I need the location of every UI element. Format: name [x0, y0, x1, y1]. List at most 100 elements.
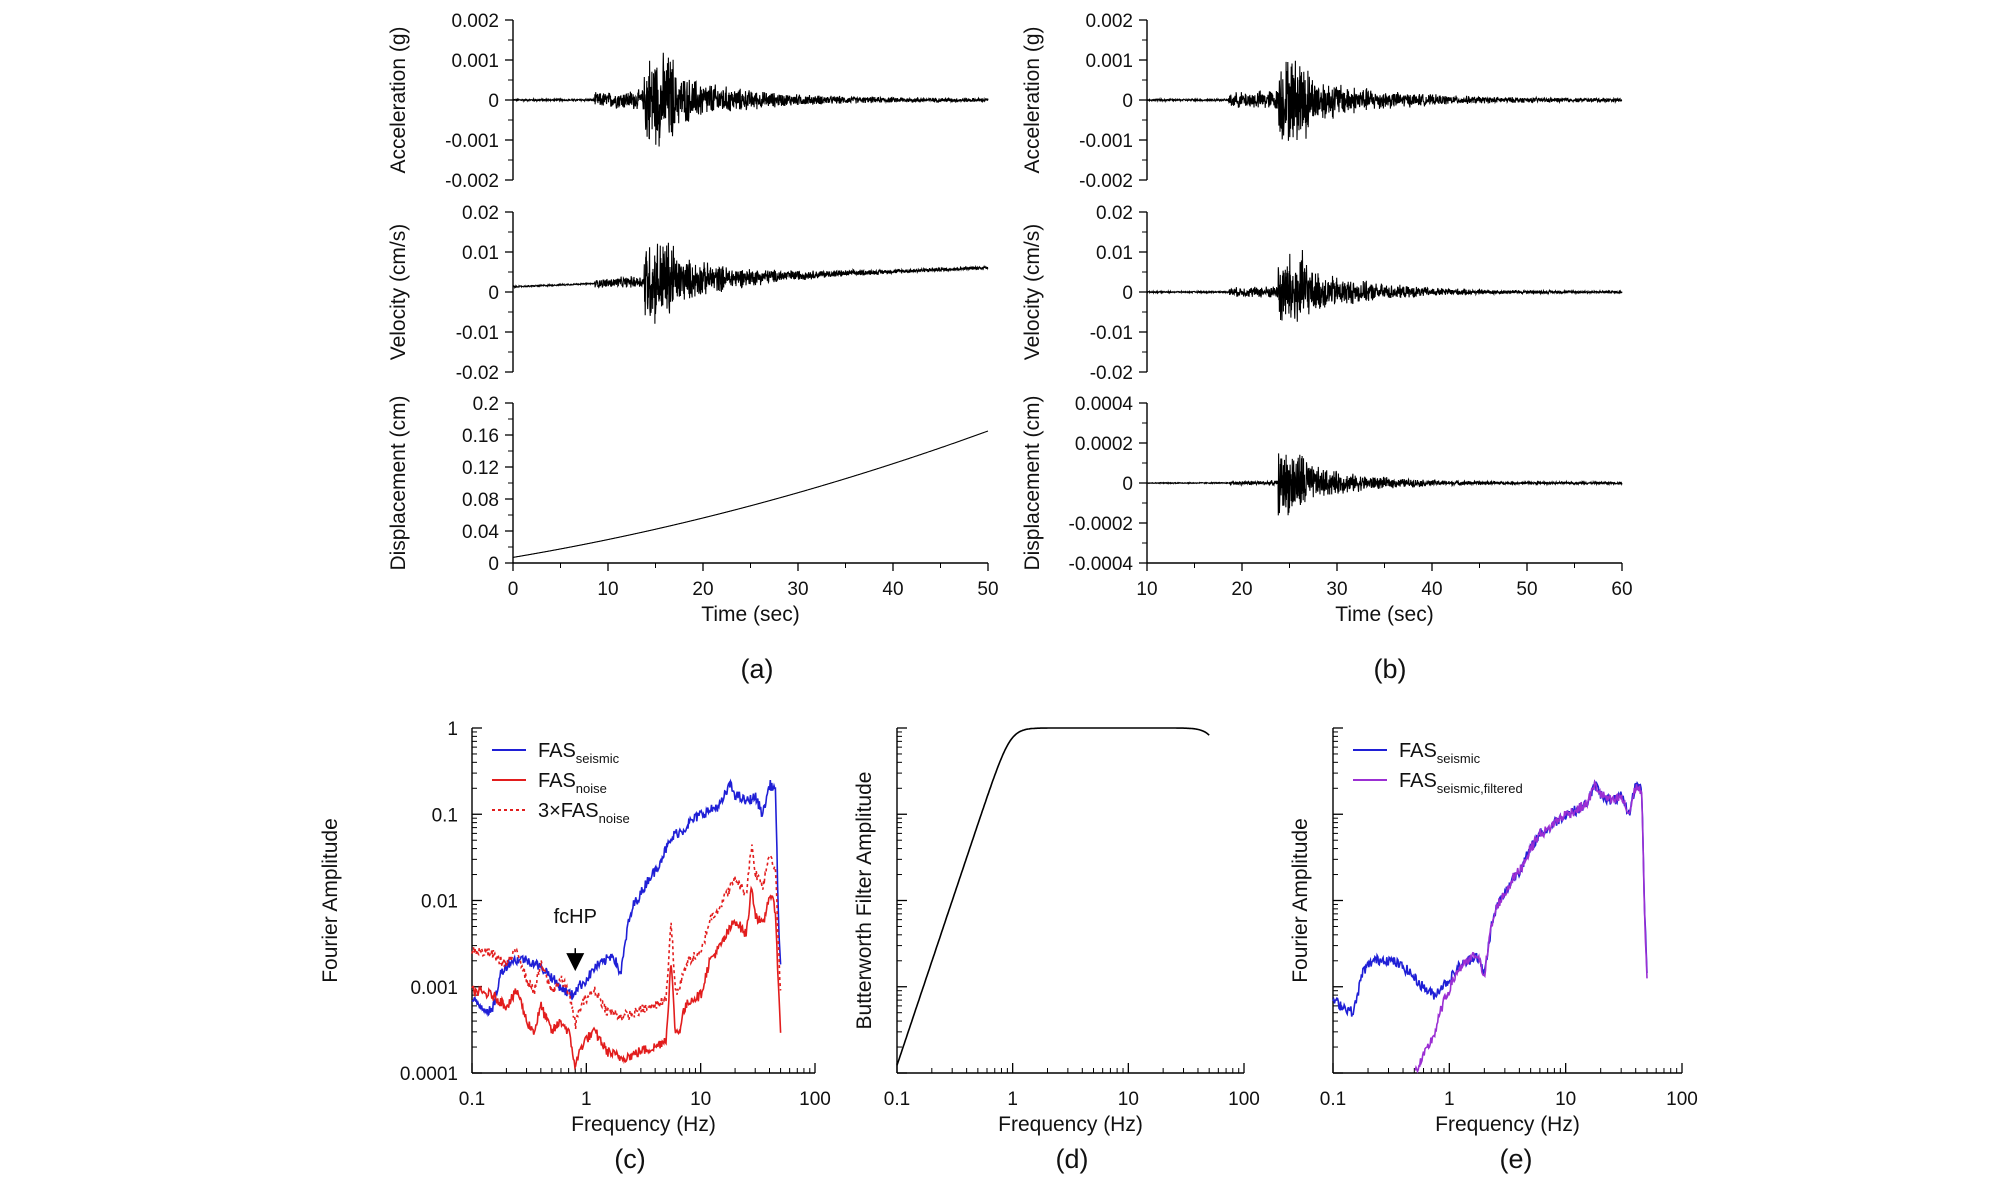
chart-b-disp-trace [1146, 453, 1623, 516]
chart-b-disp-axes: -0.0004 -0.0002 0 0.0002 0.0004 10 20 30 40 50 60 T… [1021, 394, 1633, 626]
chart-d-xtick-label: 10 [1118, 1089, 1139, 1110]
chart-e-legend: FASseismic FASseismic,filtered [1353, 740, 1523, 796]
chart-b-acc-ytick-label: 0.002 [1085, 11, 1133, 32]
chart-d-xtick-label: 1 [1007, 1089, 1018, 1110]
chart-a-vel-ytick-label: 0 [488, 283, 499, 304]
chart-c-xtick-label: 100 [799, 1089, 831, 1110]
chart-d-series-0 [896, 727, 1210, 1066]
chart-b-vel-axes: -0.02 -0.01 0 0.01 0.02 Velocity (cm/s) [1021, 203, 1148, 384]
chart-b-acc-ylabel: Acceleration (g) [1021, 26, 1044, 173]
chart-a-acc-trace [512, 52, 989, 147]
chart-e-xtick-label: 1 [1444, 1089, 1455, 1110]
chart-e-xlabel: Frequency (Hz) [1435, 1113, 1580, 1136]
chart-a-disp-xlabel: Time (sec) [701, 603, 799, 626]
chart-b-acc-ytick-label: -0.002 [1079, 171, 1133, 192]
chart-c-annotation: fcHP [554, 906, 597, 972]
chart-c-ytick-label: 0.001 [410, 978, 458, 999]
chart-a-disp-ytick-label: 0 [488, 554, 499, 575]
chart-a-acc-ytick-label: 0 [488, 91, 499, 112]
chart-a-vel-ytick-label: -0.02 [456, 363, 499, 384]
chart-a-vel-ytick-label: 0.01 [462, 243, 499, 264]
chart-a-acc-ytick-label: -0.001 [445, 131, 499, 152]
chart-b-disp-ytick-label: 0.0004 [1075, 394, 1134, 415]
chart-c-ytick-label: 0.01 [421, 892, 458, 913]
chart-c-ytick-label: 0.1 [432, 805, 458, 826]
chart-e-series-1 [1414, 779, 1648, 1074]
chart-c-ytick-label: 0.0001 [400, 1064, 458, 1085]
chart-d-axes: 0.1 1 10 100 Frequency (Hz) Butterworth Filte… [853, 727, 1260, 1136]
chart-c-legend-entry: FASnoise [538, 770, 607, 796]
chart-b-disp-xtick-label: 50 [1516, 579, 1537, 600]
chart-a-acc-axes: -0.002 -0.001 0 0.001 0.002 Acceleration (g) [387, 11, 514, 192]
chart-b-vel-ylabel: Velocity (cm/s) [1021, 224, 1044, 361]
chart-a-disp-ylabel: Displacement (cm) [387, 395, 410, 570]
chart-c-series-0 [471, 778, 782, 1017]
chart-d-xlabel: Frequency (Hz) [998, 1113, 1143, 1136]
chart-b-vel-ytick-label: -0.02 [1090, 363, 1133, 384]
chart-c-axes: 0.0001 0.001 0.01 0.1 1 0.1 1 10 100 Frequency (H… [319, 719, 831, 1136]
chart-c-series-2 [471, 844, 782, 1030]
chart-a-disp-ytick-label: 0.12 [462, 458, 499, 479]
chart-b-disp-ytick-label: -0.0004 [1069, 554, 1134, 575]
chart-a-disp-xtick-label: 40 [882, 579, 903, 600]
chart-c-ylabel: Fourier Amplitude [319, 818, 342, 983]
chart-b-disp-xlabel: Time (sec) [1335, 603, 1433, 626]
chart-a-vel-ylabel: Velocity (cm/s) [387, 224, 410, 361]
chart-d-xtick-label: 0.1 [884, 1089, 910, 1110]
chart-e-ylabel: Fourier Amplitude [1289, 818, 1312, 983]
chart-c-legend-entry: FASseismic [538, 740, 620, 766]
chart-a-acc-ytick-label: -0.002 [445, 171, 499, 192]
chart-b-disp-xtick-label: 40 [1421, 579, 1442, 600]
chart-a-acc-ytick-label: 0.002 [451, 11, 499, 32]
chart-a-disp-xtick-label: 50 [977, 579, 998, 600]
chart-e-xtick-label: 100 [1666, 1089, 1698, 1110]
chart-b-disp-ytick-label: -0.0002 [1069, 514, 1133, 535]
chart-d-ylabel: Butterworth Filter Amplitude [853, 772, 876, 1030]
chart-a-vel-axes: -0.02 -0.01 0 0.01 0.02 Velocity (cm/s) [387, 203, 514, 384]
chart-b-disp-xtick-label: 60 [1611, 579, 1632, 600]
chart-b-vel-ytick-label: -0.01 [1090, 323, 1133, 344]
chart-c-xtick-label: 1 [581, 1089, 592, 1110]
chart-a-acc-ylabel: Acceleration (g) [387, 26, 410, 173]
panel-label-e: (e) [1500, 1144, 1533, 1174]
panel-label-d: (d) [1056, 1144, 1089, 1174]
chart-b-disp-ylabel: Displacement (cm) [1021, 395, 1044, 570]
chart-e-legend-entry: FASseismic [1399, 740, 1481, 766]
chart-b-vel-ytick-label: 0.02 [1096, 203, 1133, 224]
chart-d-xtick-label: 100 [1228, 1089, 1260, 1110]
chart-b-acc-ytick-label: -0.001 [1079, 131, 1133, 152]
chart-a-disp-xtick-label: 10 [597, 579, 618, 600]
chart-e-xtick-label: 0.1 [1320, 1089, 1346, 1110]
chart-a-disp-ytick-label: 0.08 [462, 490, 499, 511]
chart-c-ytick-label: 1 [447, 719, 458, 740]
chart-e-axes: 0.1 1 10 100 Frequency (Hz) Fourier Amplitude [1289, 727, 1698, 1136]
chart-e-legend-entry: FASseismic,filtered [1399, 770, 1523, 796]
chart-a-disp-ytick-label: 0.16 [462, 426, 499, 447]
chart-b-disp-xtick-label: 20 [1231, 579, 1252, 600]
chart-a-vel-ytick-label: 0.02 [462, 203, 499, 224]
chart-b-vel-ytick-label: 0.01 [1096, 243, 1133, 264]
chart-a-disp-ytick-label: 0.2 [473, 394, 499, 415]
chart-c-series-1 [471, 885, 782, 1071]
panel-label-a: (a) [741, 654, 774, 684]
panel-label-c: (c) [614, 1144, 645, 1174]
chart-b-vel-trace [1146, 249, 1623, 322]
chart-b-acc-ytick-label: 0.001 [1085, 51, 1133, 72]
chart-b-disp-xtick-label: 10 [1136, 579, 1157, 600]
chart-a-acc-ytick-label: 0.001 [451, 51, 499, 72]
chart-a-disp-axes: 0 0.04 0.08 0.12 0.16 0.2 0 10 20 30 40 50 Time (sec… [387, 394, 999, 626]
chart-a-disp-xtick-label: 20 [692, 579, 713, 600]
chart-e-series-0 [1332, 779, 1648, 1017]
chart-a-vel-trace [512, 242, 989, 324]
panel-label-b: (b) [1374, 654, 1407, 684]
chart-a-disp-xtick-label: 0 [508, 579, 519, 600]
chart-b-disp-ytick-label: 0 [1122, 474, 1133, 495]
chart-c-legend-entry: 3×FASnoise [538, 800, 630, 826]
chart-b-acc-ytick-label: 0 [1122, 91, 1133, 112]
chart-c-xlabel: Frequency (Hz) [571, 1113, 716, 1136]
chart-b-acc-trace [1146, 60, 1623, 141]
chart-c-annotation-text: fcHP [554, 906, 597, 928]
chart-c-legend: FASseismic FASnoise 3×FASnoise [492, 740, 630, 826]
chart-b-acc-axes: -0.002 -0.001 0 0.001 0.002 Acceleration (g) [1021, 11, 1148, 192]
